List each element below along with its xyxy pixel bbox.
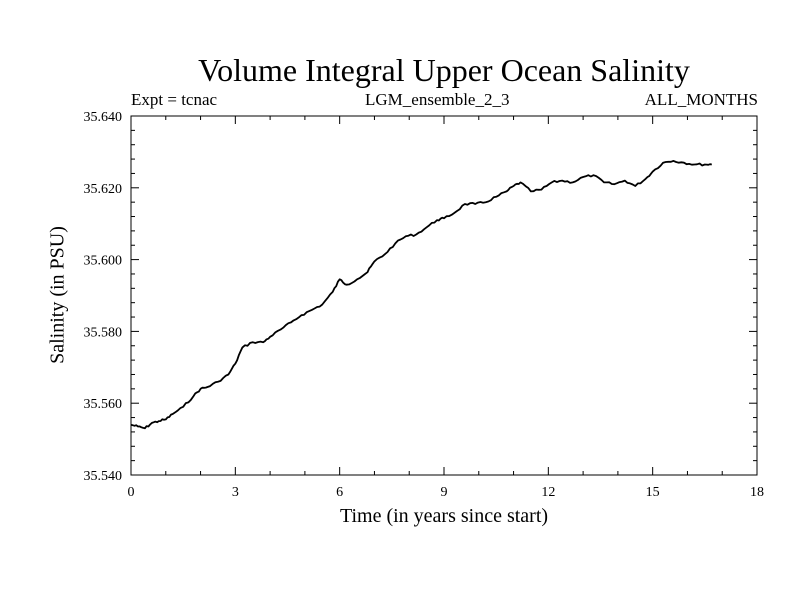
tick-labels: 0 3 6 9 12 15 18 35.540 35.560 35.580 35.600 35.620… xyxy=(84,110,765,500)
y-tick-label: 35.620 xyxy=(84,182,123,197)
y-tick-label: 35.640 xyxy=(84,110,123,125)
y-tick-label: 35.600 xyxy=(84,254,123,269)
tick-marks xyxy=(130,115,758,476)
x-axis-label: Time (in years since start) xyxy=(339,505,549,527)
y-tick-label: 35.580 xyxy=(84,325,123,340)
chart-title: Volume Integral Upper Ocean Salinity xyxy=(198,52,690,88)
x-tick-label: 9 xyxy=(441,485,448,500)
salinity-series-line xyxy=(130,160,712,430)
x-tick-label: 6 xyxy=(336,485,343,500)
ensemble-label: LGM_ensemble_2_3 xyxy=(365,90,510,109)
x-tick-label: 15 xyxy=(646,485,660,500)
plot-frame xyxy=(130,115,758,476)
x-tick-label: 12 xyxy=(541,485,555,500)
y-tick-label: 35.540 xyxy=(84,469,123,484)
x-tick-label: 18 xyxy=(750,485,764,500)
experiment-label: Expt = tcnac xyxy=(131,90,218,109)
months-label: ALL_MONTHS xyxy=(644,90,758,109)
y-tick-label: 35.560 xyxy=(84,397,123,412)
x-tick-label: 0 xyxy=(128,485,135,500)
x-tick-label: 3 xyxy=(232,485,239,500)
